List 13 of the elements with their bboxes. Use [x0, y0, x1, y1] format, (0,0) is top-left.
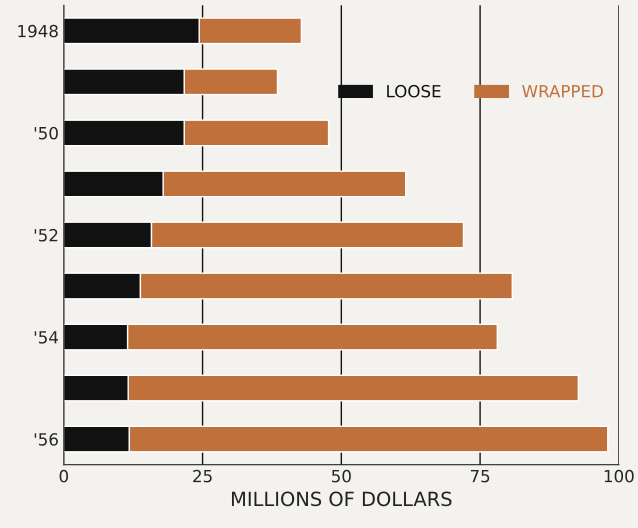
legend-label: LOOSE	[387, 84, 441, 98]
x-tick-label: 0	[60, 470, 68, 482]
y-tick-label: 1948	[18, 24, 58, 38]
x-axis-title: MILLIONS OF DOLLARS	[232, 492, 452, 506]
y-tick-label: '56	[34, 433, 58, 446]
legend-label: WRAPPED	[522, 85, 603, 98]
y-tick-label: '52	[34, 228, 58, 242]
x-tick-label: 25	[193, 470, 212, 482]
x-tick-label: 75	[470, 470, 490, 482]
y-tick-label: '54	[34, 331, 58, 344]
y-tick-label: '50	[34, 126, 58, 140]
x-tick-label: 50	[332, 470, 351, 482]
x-tick-label: 100	[604, 470, 634, 482]
